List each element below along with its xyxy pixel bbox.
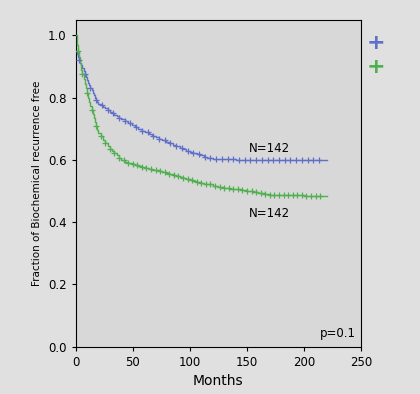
Text: N=142: N=142 (249, 208, 290, 221)
Text: +: + (367, 57, 385, 77)
Text: N=142: N=142 (249, 142, 290, 155)
Text: +: + (367, 33, 385, 53)
Y-axis label: Fraction of Biochemical recurrence free: Fraction of Biochemical recurrence free (32, 80, 42, 286)
X-axis label: Months: Months (193, 374, 244, 388)
Text: p=0.1: p=0.1 (320, 327, 355, 340)
